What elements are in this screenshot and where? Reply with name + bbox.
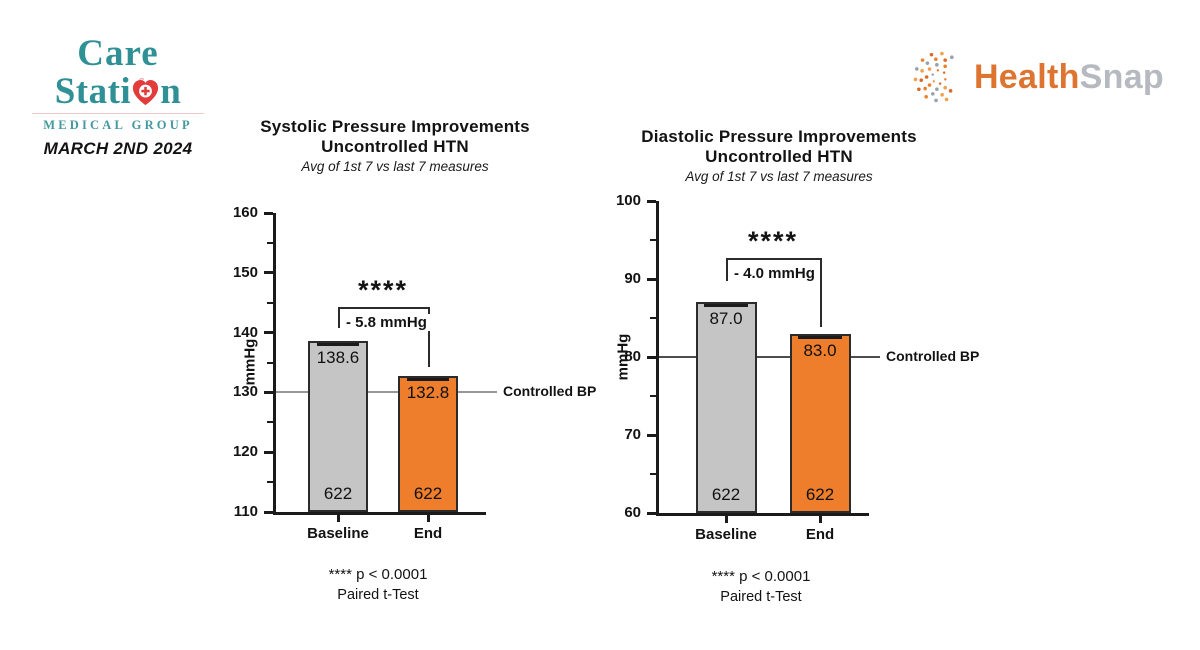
healthsnap-logo: HealthSnap: [912, 50, 1164, 104]
y-major-tick: [647, 511, 656, 515]
category-label: End: [413, 525, 443, 542]
chart-title-block: Systolic Pressure Improvements Uncontrol…: [230, 117, 560, 174]
bar-value-label: 132.8: [406, 382, 450, 402]
bracket-left-leg: [338, 307, 340, 328]
y-tick-label: 90: [624, 270, 641, 287]
y-tick-label: 120: [232, 443, 258, 461]
sample-size-label: 622: [323, 483, 353, 503]
dotted-globe-icon: [912, 50, 966, 104]
significance-bracket: [726, 258, 822, 260]
p-value-text: **** p < 0.0001: [328, 566, 428, 583]
diastolic-chart: Diastolic Pressure Improvements Uncontro…: [610, 125, 1030, 640]
y-tick-label: 60: [624, 504, 641, 521]
y-major-tick: [264, 510, 273, 514]
bar-value-label: 83.0: [803, 340, 837, 360]
category-label: Baseline: [307, 525, 369, 542]
controlled-bp-line: [659, 356, 880, 358]
y-tick-label: 80: [624, 348, 641, 365]
care-station-logo: Care Stati n MEDICAL GROUP MARCH 2ND 202…: [26, 33, 210, 159]
x-axis-tick: [336, 515, 340, 522]
y-minor-tick: [650, 395, 656, 397]
care-station-tagline: MEDICAL GROUP: [43, 118, 193, 132]
bar-value-label: 138.6: [316, 347, 360, 367]
y-minor-tick: [267, 421, 273, 424]
x-axis-tick: [818, 516, 822, 523]
report-date: MARCH 2ND 2024: [43, 139, 193, 158]
y-major-tick: [647, 355, 656, 359]
bracket-right-leg: [428, 307, 430, 367]
y-major-tick: [647, 199, 656, 203]
error-bar-cap: [406, 377, 450, 381]
healthsnap-wordmark: HealthSnap: [973, 57, 1164, 96]
chart-title-line2: Uncontrolled HTN: [705, 147, 853, 166]
y-tick-label: 150: [232, 263, 258, 281]
y-minor-tick: [267, 361, 273, 364]
error-bar-cap: [798, 335, 842, 339]
chart-subtitle: Avg of 1st 7 vs last 7 measures: [301, 159, 489, 174]
y-axis-label: mmHg: [241, 338, 259, 386]
significance-bracket: [338, 307, 430, 309]
y-major-tick: [264, 271, 273, 275]
chart-title-line2: Uncontrolled HTN: [321, 137, 469, 156]
y-major-tick: [264, 450, 273, 454]
chart-title: Systolic Pressure Improvements: [260, 117, 530, 136]
y-major-tick: [264, 331, 273, 335]
y-minor-tick: [650, 317, 656, 319]
y-major-tick: [264, 211, 273, 215]
y-tick-label: 110: [233, 503, 258, 520]
y-minor-tick: [650, 473, 656, 475]
test-name-text: Paired t-Test: [720, 589, 802, 605]
significance-stars: ****: [357, 275, 409, 305]
stats-footnote: **** p < 0.0001 Paired t-Test: [329, 564, 428, 606]
error-bar-cap: [316, 342, 360, 346]
y-tick-label: 70: [624, 426, 641, 443]
bracket-right-leg: [820, 258, 822, 327]
y-major-tick: [647, 277, 656, 281]
care-station-word-station: Stati n: [54, 71, 182, 112]
sample-size-label: 622: [413, 483, 443, 503]
significance-stars: ****: [747, 226, 799, 256]
y-tick-label: 160: [232, 204, 258, 221]
category-label: Baseline: [695, 526, 757, 543]
end-bar: 83.0 622: [789, 333, 851, 513]
y-major-tick: [647, 433, 656, 437]
x-axis-tick: [426, 515, 430, 522]
y-major-tick: [264, 390, 273, 394]
chart-title-block: Diastolic Pressure Improvements Uncontro…: [610, 127, 948, 184]
controlled-bp-label: Controlled BP: [503, 383, 597, 400]
y-tick-label: 140: [232, 323, 258, 341]
delta-label: - 5.8 mmHg: [343, 314, 430, 331]
plot-area: 60 70 80 90 100 Controlled BP 87.0 622 Baseline 8…: [616, 192, 979, 543]
sample-size-label: 622: [805, 484, 835, 504]
chart-title: Diastolic Pressure Improvements: [641, 127, 917, 146]
x-axis-tick: [724, 516, 728, 523]
baseline-bar: 138.6 622: [308, 340, 368, 512]
baseline-bar: 87.0 622: [695, 302, 757, 513]
heart-cross-icon: [130, 76, 161, 106]
y-minor-tick: [267, 301, 273, 304]
care-station-word-care: Care: [77, 33, 159, 74]
category-label: End: [805, 526, 835, 543]
y-minor-tick: [267, 241, 273, 244]
end-bar: 132.8 622: [398, 375, 458, 512]
y-minor-tick: [267, 481, 273, 484]
y-tick-label: 130: [232, 383, 258, 401]
error-bar-cap: [704, 304, 748, 308]
test-name-text: Paired t-Test: [337, 587, 419, 603]
stats-footnote: **** p < 0.0001 Paired t-Test: [712, 566, 811, 608]
controlled-bp-label: Controlled BP: [886, 348, 980, 364]
systolic-chart: Systolic Pressure Improvements Uncontrol…: [230, 115, 610, 640]
logo-divider: [32, 113, 204, 114]
bracket-left-leg: [726, 258, 728, 282]
delta-label: - 4.0 mmHg: [731, 265, 818, 282]
chart-subtitle: Avg of 1st 7 vs last 7 measures: [685, 169, 873, 184]
y-tick-label: 100: [615, 192, 641, 209]
bar-value-label: 87.0: [709, 309, 743, 329]
sample-size-label: 622: [711, 484, 741, 504]
plot-area: 110 120 130 140 150 160 Controlled BP 138.6 622 B…: [233, 204, 596, 542]
p-value-text: **** p < 0.0001: [711, 568, 811, 585]
y-minor-tick: [650, 239, 656, 241]
controlled-bp-line: [276, 391, 497, 394]
